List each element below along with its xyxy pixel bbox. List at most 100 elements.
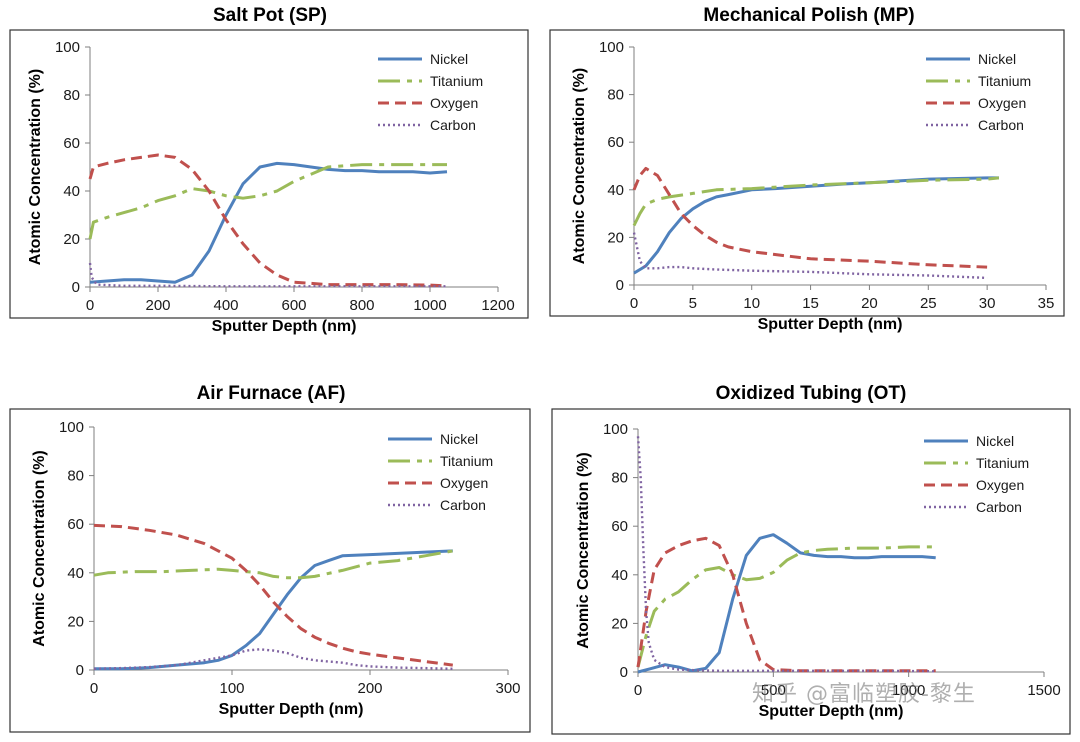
series-line-oxygen bbox=[632, 166, 988, 269]
y-tick-label: 60 bbox=[63, 135, 80, 152]
legend-label-carbon: Carbon bbox=[976, 499, 1022, 515]
legend-label-nickel: Nickel bbox=[430, 51, 468, 67]
series-line-nickel bbox=[89, 161, 448, 284]
x-tick-label: 200 bbox=[357, 680, 382, 697]
chart-frame bbox=[549, 29, 1065, 317]
legend-label-carbon: Carbon bbox=[430, 117, 476, 133]
chart-frame bbox=[551, 408, 1071, 735]
y-tick-label: 40 bbox=[607, 182, 624, 199]
x-tick-label: 5 bbox=[689, 295, 697, 312]
y-axis-title: Atomic Concentration (%) bbox=[571, 68, 588, 264]
chart-title: Mechanical Polish (MP) bbox=[703, 5, 914, 26]
y-tick-label: 80 bbox=[611, 470, 628, 487]
x-tick-label: 1200 bbox=[481, 297, 514, 314]
x-axis-title: Sputter Depth (nm) bbox=[212, 318, 357, 335]
y-tick-label: 0 bbox=[620, 664, 628, 681]
x-tick-label: 1500 bbox=[1027, 682, 1060, 699]
watermark-text: 知乎 @富临塑胶-黎生 bbox=[752, 682, 976, 707]
y-tick-label: 60 bbox=[611, 518, 628, 535]
x-tick-label: 0 bbox=[86, 297, 94, 314]
x-tick-label: 1000 bbox=[413, 297, 446, 314]
chart-frame bbox=[9, 408, 531, 733]
series-line-nickel bbox=[94, 549, 453, 671]
y-tick-label: 80 bbox=[607, 87, 624, 104]
y-axis-title: Atomic Concentration (%) bbox=[575, 452, 592, 648]
y-axis-title: Atomic Concentration (%) bbox=[31, 450, 48, 646]
y-tick-label: 100 bbox=[59, 419, 84, 436]
series-line-titanium bbox=[93, 549, 454, 580]
series-line-nickel bbox=[633, 176, 999, 275]
x-tick-label: 25 bbox=[920, 295, 937, 312]
x-tick-label: 200 bbox=[145, 297, 170, 314]
legend-label-nickel: Nickel bbox=[440, 431, 478, 447]
y-tick-label: 60 bbox=[67, 516, 84, 533]
legend-label-oxygen: Oxygen bbox=[430, 95, 478, 111]
x-axis-title: Sputter Depth (nm) bbox=[758, 316, 903, 333]
chart-mechanical-polish: Mechanical Polish (MP) 0 20 40 60 80 100 0 5 10 15… bbox=[548, 0, 1070, 352]
x-tick-label: 35 bbox=[1038, 295, 1055, 312]
series-line-oxygen bbox=[88, 153, 448, 288]
x-tick-label: 100 bbox=[219, 680, 244, 697]
chart-title: Air Furnace (AF) bbox=[197, 383, 346, 404]
x-tick-label: 30 bbox=[979, 295, 996, 312]
chart-svg-af: Air Furnace (AF) 0 20 40 60 80 100 0 100 200 300 Sp… bbox=[9, 383, 531, 733]
series-line-titanium bbox=[632, 176, 1000, 227]
x-axis-title: Sputter Depth (nm) bbox=[219, 701, 364, 718]
y-tick-label: 0 bbox=[616, 277, 624, 294]
y-tick-label: 20 bbox=[67, 613, 84, 630]
x-tick-label: 0 bbox=[630, 295, 638, 312]
y-tick-label: 80 bbox=[63, 87, 80, 104]
legend-label-titanium: Titanium bbox=[976, 455, 1029, 471]
series-line-carbon bbox=[632, 232, 988, 280]
x-tick-label: 300 bbox=[495, 680, 520, 697]
series-line-carbon bbox=[636, 436, 936, 673]
x-tick-label: 600 bbox=[281, 297, 306, 314]
legend-label-titanium: Titanium bbox=[978, 73, 1031, 89]
y-axis-title: Atomic Concentration (%) bbox=[27, 69, 44, 265]
series-line-oxygen bbox=[636, 536, 936, 673]
y-tick-label: 100 bbox=[599, 39, 624, 56]
chart-air-furnace: Air Furnace (AF) 0 20 40 60 80 100 0 100 200 300 Sp… bbox=[8, 378, 534, 734]
y-tick-label: 40 bbox=[67, 565, 84, 582]
y-tick-label: 0 bbox=[72, 279, 80, 296]
y-tick-label: 100 bbox=[603, 421, 628, 438]
series-line-carbon bbox=[93, 648, 453, 670]
chart-svg-mp: Mechanical Polish (MP) 0 20 40 60 80 100 0 5 10 15… bbox=[549, 5, 1065, 333]
y-tick-label: 40 bbox=[611, 567, 628, 584]
legend-label-carbon: Carbon bbox=[978, 117, 1024, 133]
x-tick-label: 0 bbox=[634, 682, 642, 699]
series-line-oxygen bbox=[93, 523, 453, 667]
y-tick-label: 20 bbox=[611, 615, 628, 632]
chart-title: Oxidized Tubing (OT) bbox=[716, 383, 907, 404]
series-line-nickel bbox=[637, 533, 936, 674]
y-tick-label: 40 bbox=[63, 183, 80, 200]
legend-label-carbon: Carbon bbox=[440, 497, 486, 513]
x-tick-label: 800 bbox=[349, 297, 374, 314]
y-tick-label: 100 bbox=[55, 39, 80, 56]
y-tick-label: 60 bbox=[607, 134, 624, 151]
legend-label-titanium: Titanium bbox=[440, 453, 493, 469]
legend-label-oxygen: Oxygen bbox=[978, 95, 1026, 111]
series-line-titanium bbox=[88, 163, 447, 240]
legend-label-nickel: Nickel bbox=[976, 433, 1014, 449]
x-tick-label: 10 bbox=[743, 295, 760, 312]
x-tick-label: 1000 bbox=[892, 682, 925, 699]
y-tick-label: 0 bbox=[76, 662, 84, 679]
legend-label-nickel: Nickel bbox=[978, 51, 1016, 67]
y-tick-label: 20 bbox=[63, 231, 80, 248]
y-tick-label: 20 bbox=[607, 229, 624, 246]
x-tick-label: 20 bbox=[861, 295, 878, 312]
legend-label-titanium: Titanium bbox=[430, 73, 483, 89]
y-tick-label: 80 bbox=[67, 468, 84, 485]
x-tick-label: 400 bbox=[213, 297, 238, 314]
chart-title: Salt Pot (SP) bbox=[213, 5, 327, 26]
legend-label-oxygen: Oxygen bbox=[976, 477, 1024, 493]
x-tick-label: 15 bbox=[802, 295, 819, 312]
x-tick-label: 0 bbox=[90, 680, 98, 697]
x-tick-label: 500 bbox=[761, 682, 786, 699]
chart-oxidized-tubing: Oxidized Tubing (OT) 0 20 40 60 80 100 0 500 1000… bbox=[550, 378, 1072, 738]
series-line-carbon bbox=[88, 262, 447, 288]
x-axis-title: Sputter Depth (nm) bbox=[759, 703, 904, 720]
